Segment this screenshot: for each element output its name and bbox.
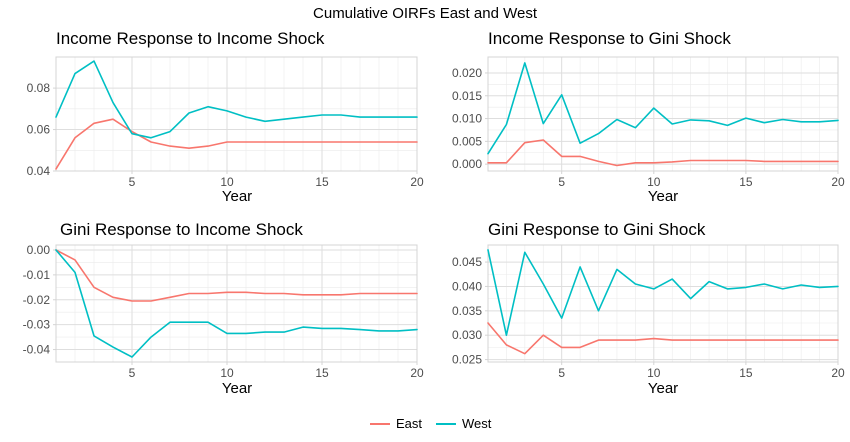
panel-border	[55, 244, 418, 363]
panel-title: Gini Response to Income Shock	[60, 220, 303, 239]
series-line-east	[487, 139, 839, 167]
x-tick-label: 10	[647, 175, 661, 189]
x-tick-label: 10	[220, 175, 234, 189]
y-tick-label: 0.04	[27, 164, 51, 178]
series-line-east	[55, 118, 418, 170]
x-tick-label: 5	[558, 175, 565, 189]
panel-border	[55, 56, 418, 172]
panel-income-income: Income Response to Income Shock Year	[56, 29, 325, 205]
series-line-west	[487, 62, 839, 155]
y-tick-label: 0.08	[27, 81, 51, 95]
x-tick-label: 10	[220, 366, 234, 380]
plot-area-3: 0.00 -0.01 -0.02 -0.03 -0.04 5 10 15 20	[23, 243, 424, 380]
y-tick-label: 0.030	[452, 328, 482, 342]
y-tick-label: 0.015	[452, 89, 482, 103]
legend-label-east: East	[396, 416, 422, 431]
y-tick-label: 0.00	[27, 243, 51, 257]
x-tick-label: 15	[315, 366, 329, 380]
x-tick-label: 20	[831, 175, 845, 189]
panel-border	[487, 244, 839, 363]
y-tick-label: 0.000	[452, 157, 482, 171]
x-tick-label: 10	[647, 366, 661, 380]
panel-title: Income Response to Income Shock	[56, 29, 325, 48]
x-tick-label: 15	[739, 175, 753, 189]
x-tick-label: 20	[410, 366, 424, 380]
x-tick-label: 20	[410, 175, 424, 189]
panel-gini-income: Gini Response to Income Shock Year	[60, 220, 303, 397]
y-tick-label: -0.04	[23, 343, 51, 357]
x-axis-label: Year	[222, 380, 252, 397]
panel-title: Gini Response to Gini Shock	[488, 220, 706, 239]
plot-area-2: 0.000 0.005 0.010 0.015 0.020 5 10 15 20	[452, 56, 845, 189]
y-tick-label: -0.01	[23, 268, 51, 282]
series-line-west	[487, 249, 839, 337]
y-tick-label: 0.005	[452, 134, 482, 148]
x-tick-label: 20	[831, 366, 845, 380]
x-axis-label: Year	[648, 380, 678, 397]
x-tick-label: 15	[739, 366, 753, 380]
figure-suptitle: Cumulative OIRFs East and West	[313, 5, 538, 22]
panel-gini-gini: Gini Response to Gini Shock Year	[488, 220, 706, 397]
series-line-east	[55, 249, 418, 302]
panel-income-gini: Income Response to Gini Shock Year	[488, 29, 731, 205]
y-tick-label: 0.020	[452, 66, 482, 80]
x-axis-label: Year	[648, 188, 678, 205]
y-tick-label: -0.03	[23, 318, 51, 332]
y-tick-label: 0.025	[452, 353, 482, 367]
y-tick-label: -0.02	[23, 293, 51, 307]
x-tick-label: 5	[129, 175, 136, 189]
series-line-west	[55, 60, 418, 139]
x-axis-label: Year	[222, 188, 252, 205]
legend-label-west: West	[462, 416, 492, 431]
series-line-east	[487, 322, 839, 355]
y-tick-label: 0.06	[27, 123, 51, 137]
panel-title: Income Response to Gini Shock	[488, 29, 731, 48]
plot-area-4: 0.025 0.030 0.035 0.040 0.045 5 10 15 20	[452, 244, 845, 380]
plot-area-1: 0.04 0.06 0.08 5 10 15 20	[27, 56, 424, 189]
x-tick-label: 5	[129, 366, 136, 380]
series-line-west	[55, 249, 418, 358]
y-tick-label: 0.040	[452, 279, 482, 293]
legend: East West	[370, 416, 492, 431]
x-tick-label: 15	[315, 175, 329, 189]
y-tick-label: 0.045	[452, 255, 482, 269]
panel-border	[487, 56, 839, 172]
y-tick-label: 0.035	[452, 304, 482, 318]
y-tick-label: 0.010	[452, 112, 482, 126]
x-tick-label: 5	[558, 366, 565, 380]
